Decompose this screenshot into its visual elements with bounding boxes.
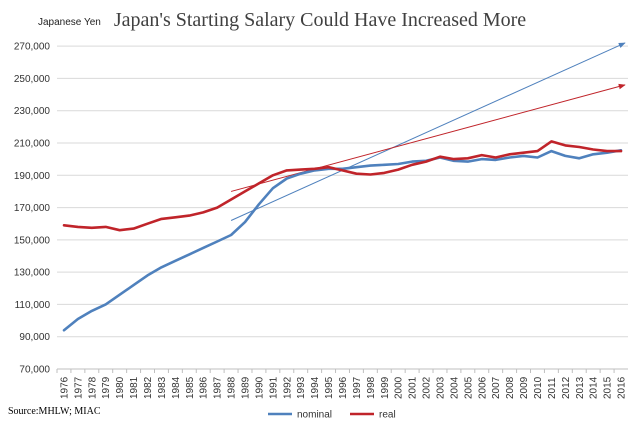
x-tick-label: 2000 bbox=[394, 376, 405, 399]
y-tick-label: 210,000 bbox=[14, 139, 51, 150]
x-tick-label: 1989 bbox=[241, 376, 252, 399]
x-tick-label: 2002 bbox=[422, 376, 433, 399]
x-tick-label: 2004 bbox=[449, 376, 460, 399]
y-tick-label: 250,000 bbox=[14, 74, 51, 85]
x-tick-label: 2010 bbox=[533, 376, 544, 399]
x-tick-label: 1998 bbox=[366, 376, 377, 399]
x-tick-label: 1981 bbox=[129, 376, 140, 399]
real-series-line bbox=[62, 140, 623, 232]
y-tick-label: 270,000 bbox=[14, 42, 51, 53]
x-tick-label: 1976 bbox=[59, 376, 70, 399]
x-tick-label: 1997 bbox=[352, 376, 363, 399]
legend: nominal real bbox=[268, 410, 396, 421]
real-legend-label: real bbox=[379, 410, 396, 421]
x-tick-label: 2014 bbox=[589, 376, 600, 399]
x-tick-label: 1980 bbox=[115, 376, 126, 399]
y-tick-label: 170,000 bbox=[14, 203, 51, 214]
x-tick-label: 1993 bbox=[296, 376, 307, 399]
x-tick-label: 1986 bbox=[199, 376, 210, 399]
x-tick-label: 1987 bbox=[213, 376, 224, 399]
nominal-trend-arrow bbox=[230, 42, 626, 221]
y-axis-ticks: 70,000 90,000 110,000 130,000 150,000 170,000… bbox=[14, 42, 51, 376]
x-tick-label: 2016 bbox=[617, 376, 628, 399]
nominal-legend-label: nominal bbox=[297, 410, 332, 421]
x-tick-label: 1992 bbox=[282, 376, 293, 399]
x-tick-label: 1988 bbox=[227, 376, 238, 399]
y-tick-label: 110,000 bbox=[15, 300, 51, 311]
y-tick-label: 190,000 bbox=[14, 171, 51, 182]
x-tick-label: 1983 bbox=[157, 376, 168, 399]
trendlines bbox=[230, 42, 626, 221]
x-tick-label: 1984 bbox=[171, 376, 182, 399]
x-tick-label: 1991 bbox=[268, 376, 279, 399]
x-tick-label: 1990 bbox=[254, 376, 265, 399]
x-tick-label: 2008 bbox=[505, 376, 516, 399]
x-tick-label: 1999 bbox=[380, 376, 391, 399]
x-tick-label: 2007 bbox=[491, 376, 502, 399]
x-tick-label: 2015 bbox=[603, 376, 614, 399]
x-tick-label: 2005 bbox=[463, 376, 474, 399]
x-tick-label: 1978 bbox=[87, 376, 98, 399]
y-tick-label: 130,000 bbox=[14, 268, 51, 279]
y-tick-label: 90,000 bbox=[19, 332, 50, 343]
x-tick-label: 2006 bbox=[477, 376, 488, 399]
x-axis-ticks: 1976 1977 1978 1979 1980 1981 1982 1983 1984 1985… bbox=[56, 369, 628, 399]
x-tick-label: 1977 bbox=[73, 376, 84, 399]
y-axis-label: Japanese Yen bbox=[38, 17, 101, 28]
y-tick-label: 150,000 bbox=[14, 235, 51, 246]
y-tick-label: 70,000 bbox=[19, 365, 50, 376]
real-trend-arrow bbox=[230, 83, 626, 192]
x-tick-label: 2001 bbox=[408, 376, 419, 399]
x-tick-label: 1979 bbox=[101, 376, 112, 399]
x-tick-label: 2011 bbox=[547, 377, 558, 399]
source-note: Source:MHLW; MIAC bbox=[8, 406, 101, 417]
gridlines bbox=[57, 45, 628, 370]
x-tick-label: 2003 bbox=[435, 376, 446, 399]
x-tick-label: 2012 bbox=[561, 376, 572, 399]
x-tick-label: 2013 bbox=[575, 376, 586, 399]
chart-title: Japan's Starting Salary Could Have Incre… bbox=[114, 9, 526, 31]
x-tick-label: 2009 bbox=[519, 376, 530, 399]
x-tick-label: 1996 bbox=[338, 376, 349, 399]
x-tick-label: 1994 bbox=[310, 376, 321, 399]
series-lines bbox=[62, 140, 623, 332]
nominal-series-line bbox=[62, 149, 623, 332]
y-tick-label: 230,000 bbox=[14, 106, 51, 117]
x-tick-label: 1985 bbox=[185, 376, 196, 399]
x-tick-label: 1995 bbox=[324, 376, 335, 399]
x-tick-label: 1982 bbox=[143, 376, 154, 399]
